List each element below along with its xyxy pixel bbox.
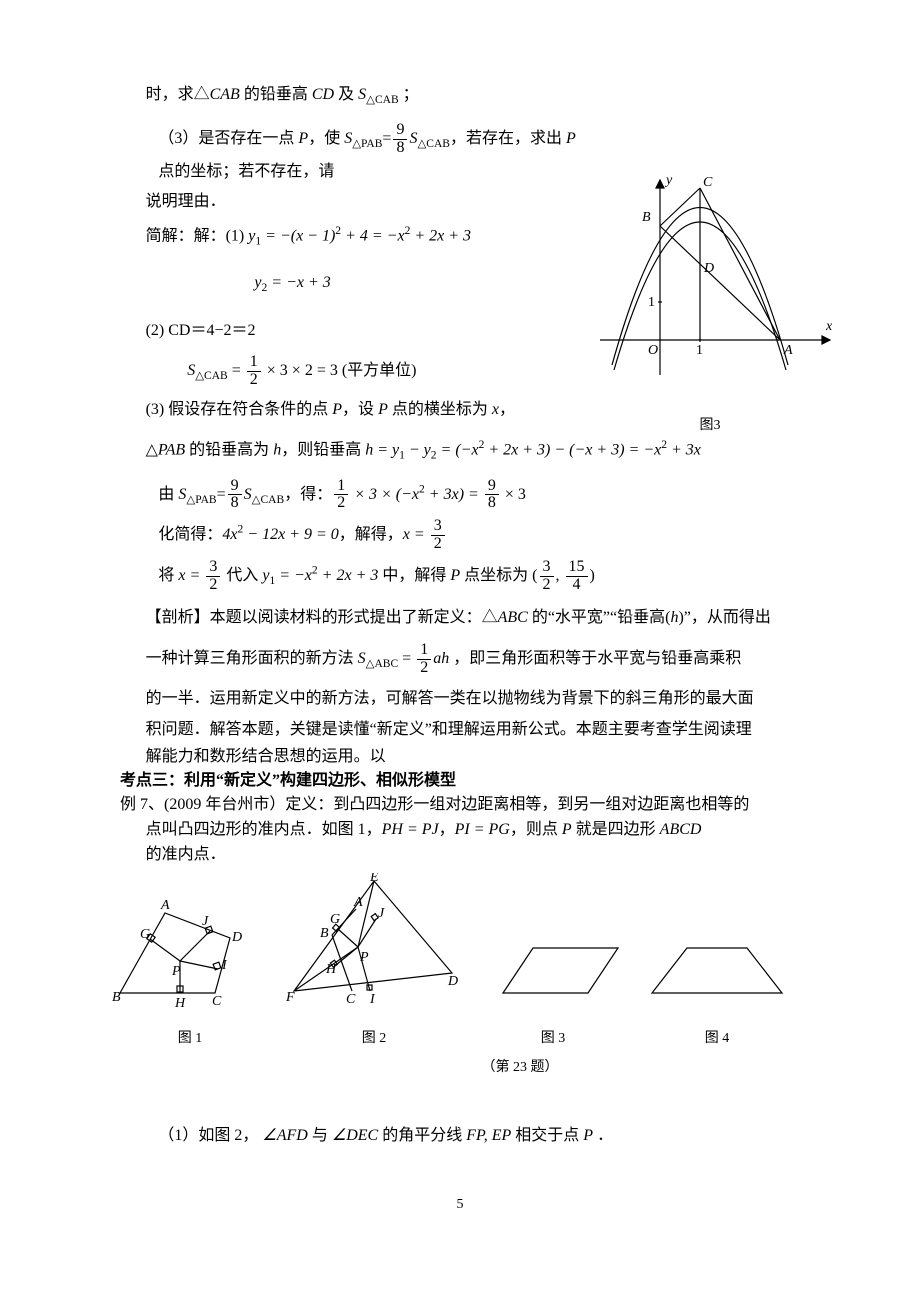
svg-text:G: G bbox=[330, 912, 340, 927]
example-7-a: 例 7、(2009 年台州市）定义：到凸四边形一组对边距离相等，到另一组对边距离… bbox=[120, 793, 800, 817]
svg-text:I: I bbox=[369, 992, 376, 1007]
svg-text:A: A bbox=[783, 343, 793, 358]
svg-text:x: x bbox=[825, 319, 833, 334]
svg-text:D: D bbox=[447, 974, 458, 989]
svg-text:E: E bbox=[369, 873, 379, 885]
svg-text:D: D bbox=[703, 261, 714, 276]
figure-3-caption: 图3 bbox=[580, 413, 840, 440]
svg-text:H: H bbox=[325, 962, 337, 977]
svg-text:F: F bbox=[285, 990, 295, 1005]
svg-text:J: J bbox=[378, 906, 385, 921]
sol-3b: △PAB 的铅垂高为 h，则铅垂高 h = y1 − y2 = (−x2 + 2… bbox=[120, 435, 800, 467]
svg-text:B: B bbox=[642, 210, 651, 225]
page-number: 5 bbox=[120, 1192, 800, 1219]
svg-text:P: P bbox=[171, 964, 181, 979]
figure-2: E F D A B C P G J H I 图 2 bbox=[284, 873, 464, 1053]
figure-row: A B C D G J I H P 图 1 bbox=[110, 873, 800, 1053]
figure-3-small: 图 3 bbox=[478, 933, 628, 1053]
analysis-4: 积问题．解答本题，关键是读懂“新定义”和理解运用新公式。本题主要考查学生阅读理 bbox=[120, 715, 800, 745]
line-q3-head: 时，求△CAB 的铅垂高 CD 及 S△CAB ； bbox=[120, 80, 800, 112]
analysis-2: 一种计算三角形面积的新方法 S△ABC = 12ah ，即三角形面积等于水平宽与… bbox=[120, 642, 800, 677]
figure-2-caption: 图 2 bbox=[284, 1026, 464, 1053]
svg-text:D: D bbox=[231, 930, 242, 945]
figure-4: 图 4 bbox=[642, 933, 792, 1053]
figure-3-small-caption: 图 3 bbox=[478, 1026, 628, 1053]
figure-1-caption: 图 1 bbox=[110, 1026, 270, 1053]
line-q3: （3）是否存在一点 P，使 S△PAB=98S△CAB，若存在，求出 P 点的坐… bbox=[120, 122, 588, 187]
sol-3e: 将 x = 32 代入 y1 = −x2 + 2x + 3 中，解得 P 点坐标… bbox=[120, 559, 800, 594]
svg-text:C: C bbox=[346, 992, 356, 1007]
analysis-3: 的一半．运用新定义中的新方法，可解答一类在以抛物线为背景下的斜三角形的最大面 bbox=[120, 684, 800, 714]
svg-text:A: A bbox=[160, 898, 170, 913]
analysis-1: 【剖析】本题以阅读材料的形式提出了新定义：△ABC 的“水平宽”“铅垂高(h)”… bbox=[120, 603, 800, 633]
figure-3: O 1 1 A B C D x y 图3 bbox=[580, 170, 840, 400]
svg-text:B: B bbox=[320, 926, 329, 941]
svg-text:P: P bbox=[359, 950, 369, 965]
svg-text:G: G bbox=[140, 927, 150, 942]
analysis-5: 解能力和数形结合思想的运用。以 bbox=[120, 745, 800, 769]
sol-3c: 由 S△PAB=98S△CAB，得：12 × 3 × (−x2 + 3x) = … bbox=[120, 478, 800, 513]
svg-text:C: C bbox=[703, 175, 713, 190]
question-23-caption: （第 23 题） bbox=[240, 1055, 800, 1082]
figure-1: A B C D G J I H P 图 1 bbox=[110, 883, 270, 1053]
svg-text:y: y bbox=[664, 173, 673, 188]
example-7-b: 点叫凸四边形的准内点．如图 1，PH = PJ，PI = PG，则点 P 就是四… bbox=[120, 817, 800, 843]
svg-text:C: C bbox=[212, 994, 222, 1009]
svg-text:H: H bbox=[174, 996, 186, 1011]
svg-text:1: 1 bbox=[648, 295, 655, 310]
svg-text:1: 1 bbox=[696, 343, 703, 358]
example-7-c: 的准内点． bbox=[120, 843, 800, 867]
page: 时，求△CAB 的铅垂高 CD 及 S△CAB ； （3）是否存在一点 P，使 … bbox=[0, 0, 920, 1258]
heading-kaodian-3: 考点三：利用“新定义”构建四边形、相似形模型 bbox=[120, 769, 800, 793]
sol-3d: 化简得：4x2 − 12x + 9 = 0，解得，x = 32 bbox=[120, 518, 800, 553]
sub-q1: （1）如图 2， ∠AFD 与 ∠DEC 的角平分线 FP, EP 相交于点 P… bbox=[120, 1121, 800, 1151]
svg-text:O: O bbox=[648, 343, 658, 358]
svg-text:J: J bbox=[202, 914, 209, 929]
svg-text:A: A bbox=[353, 895, 363, 910]
svg-text:I: I bbox=[221, 958, 228, 973]
figure-3-svg: O 1 1 A B C D x y bbox=[580, 170, 840, 400]
figure-4-caption: 图 4 bbox=[642, 1026, 792, 1053]
svg-text:B: B bbox=[112, 990, 121, 1005]
